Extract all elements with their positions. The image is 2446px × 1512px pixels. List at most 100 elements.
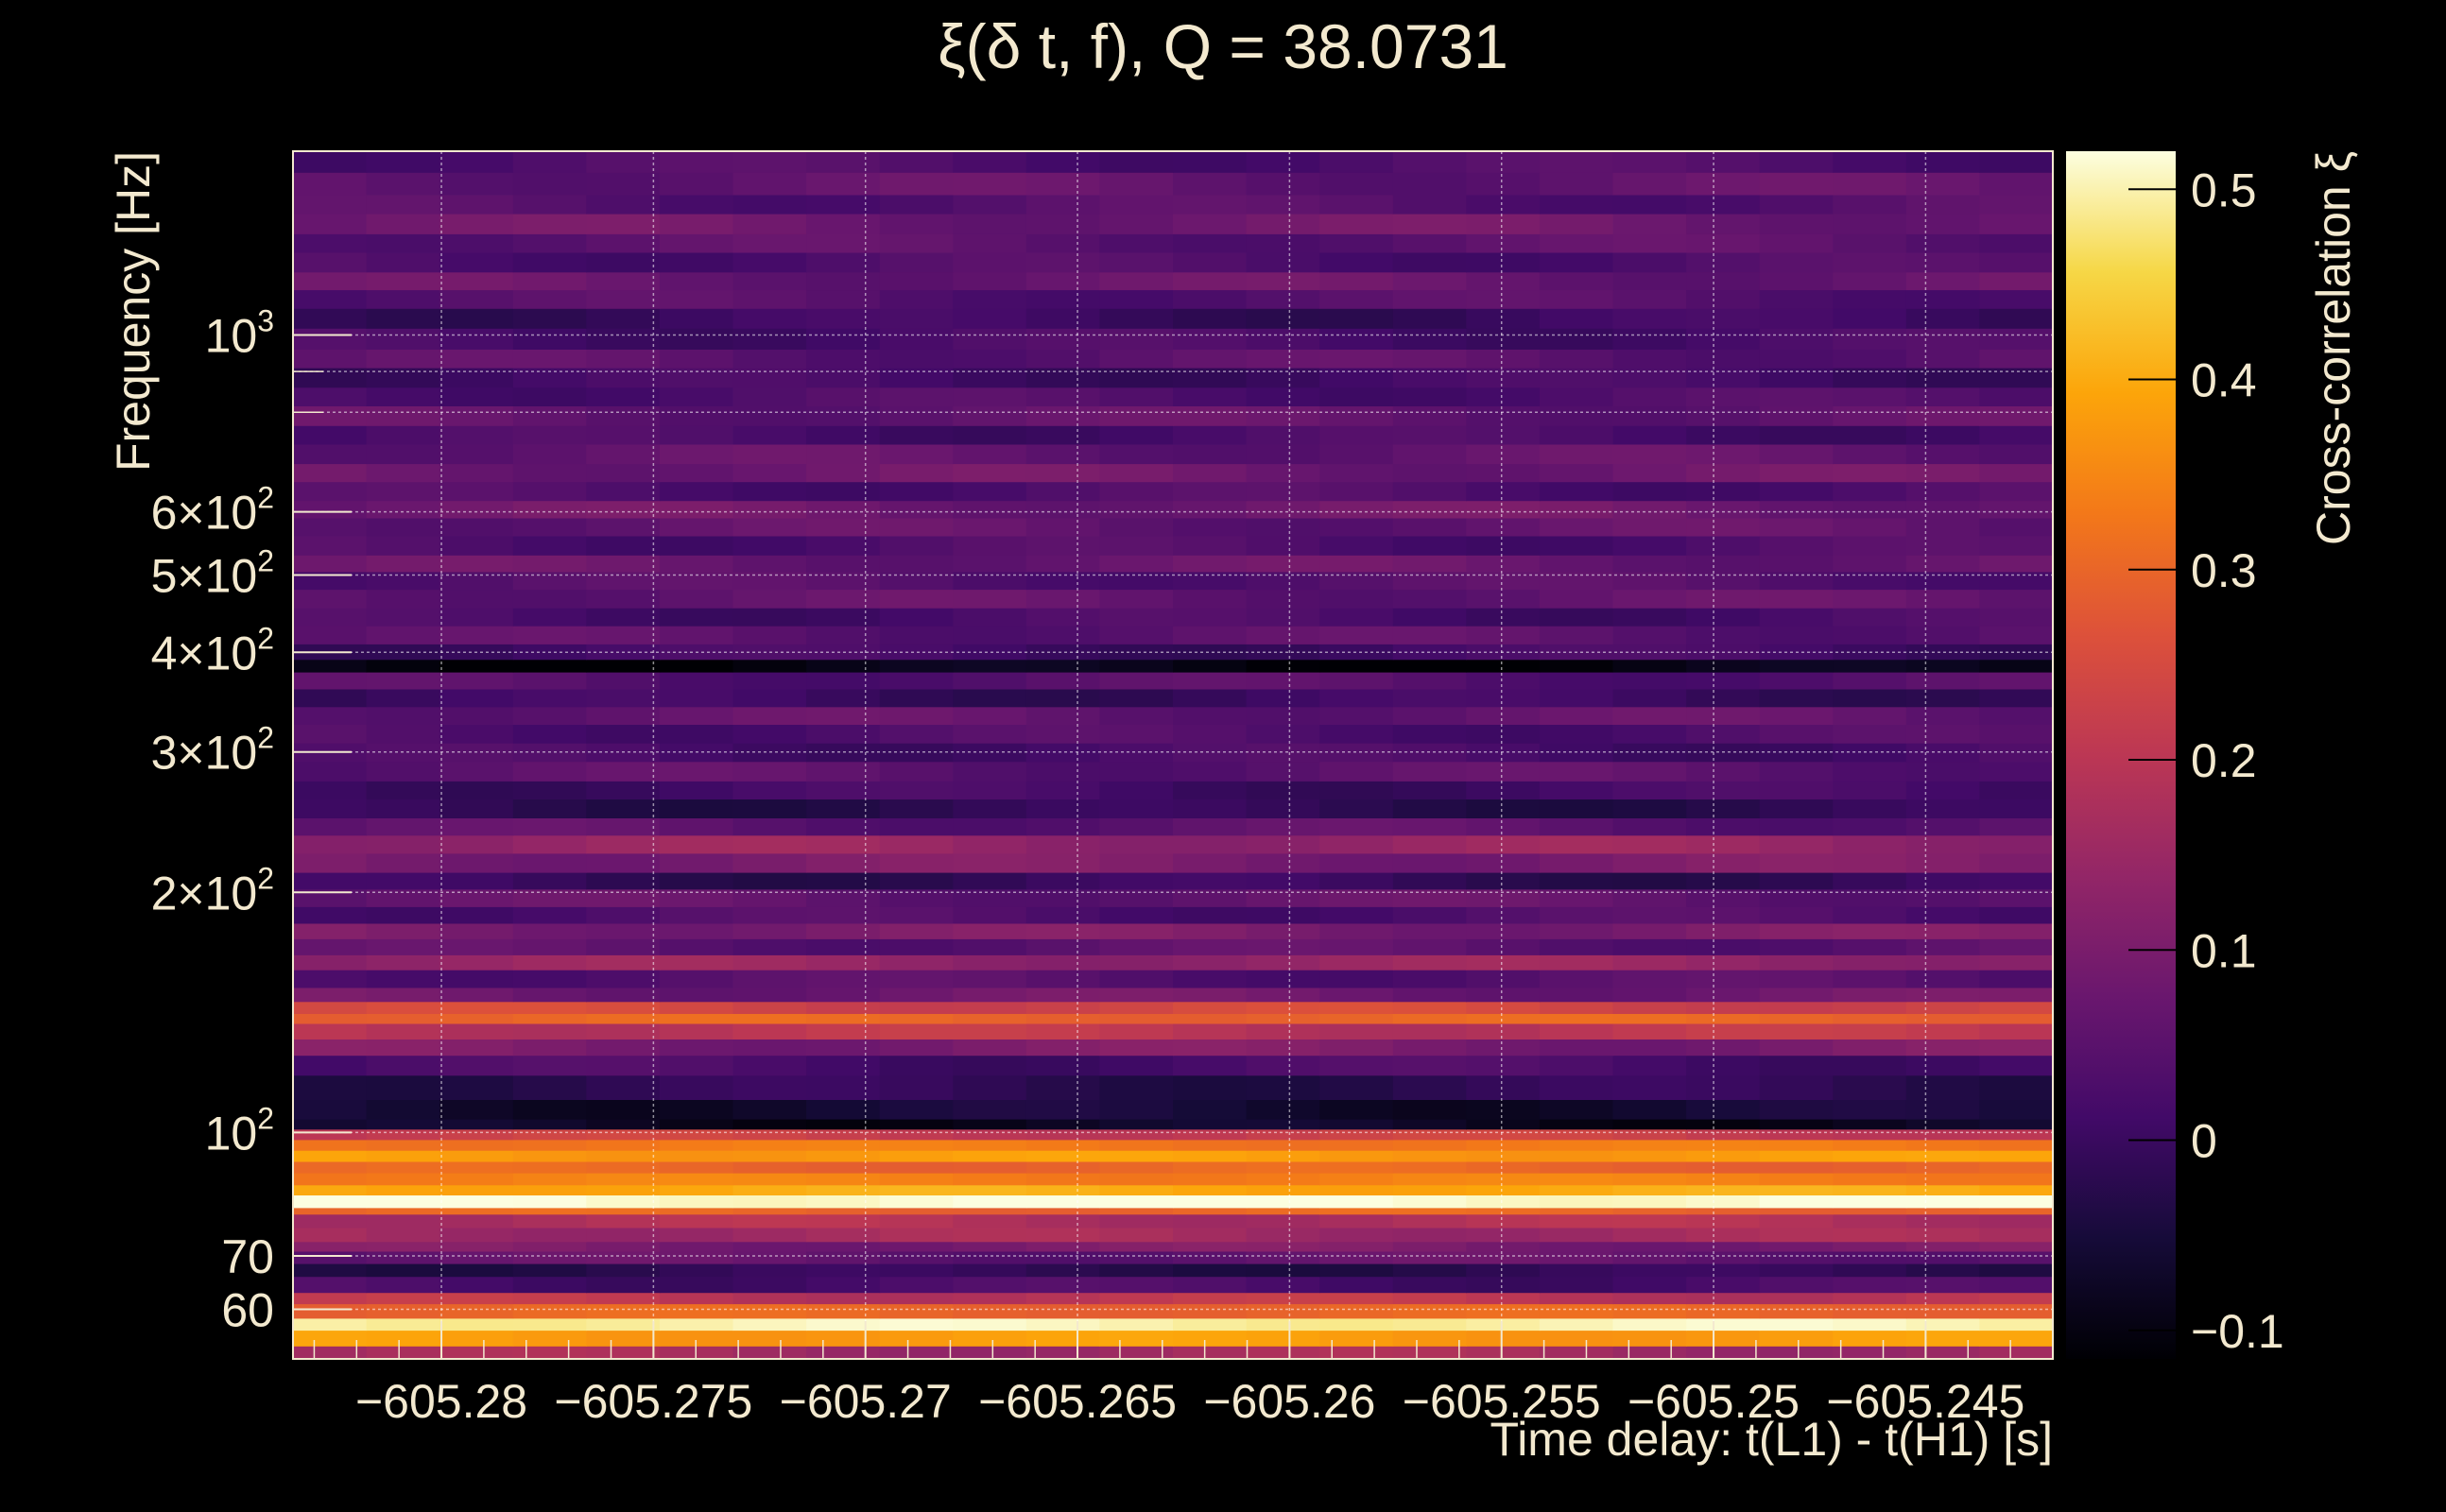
heatmap-cell <box>1759 724 1834 744</box>
heatmap-cell <box>1099 1119 1174 1130</box>
heatmap-cell <box>1833 954 1907 971</box>
heatmap-cell <box>1612 1207 1687 1215</box>
heatmap-cell <box>659 852 734 873</box>
heatmap-cell <box>1759 214 1834 234</box>
heatmap-cell <box>1173 1213 1248 1228</box>
heatmap-cell <box>1466 1139 1541 1151</box>
heatmap-cell <box>1539 151 1614 173</box>
heatmap-cell <box>1025 724 1100 744</box>
heatmap-cell <box>1833 1263 1907 1278</box>
heatmap-cell <box>1686 1303 1761 1319</box>
heatmap-cell <box>953 1013 1027 1024</box>
heatmap-cell <box>1905 888 1980 907</box>
y-tick-label: 103 <box>205 303 274 362</box>
heatmap-cell <box>1979 799 2054 818</box>
heatmap-cell <box>1686 659 1761 673</box>
heatmap-cell <box>512 1150 587 1162</box>
heatmap-cell <box>659 349 734 369</box>
heatmap-cell <box>1099 1001 1174 1014</box>
heatmap-cell <box>659 308 734 329</box>
heatmap-cell <box>1466 214 1541 234</box>
x-tick-label: −605.27 <box>780 1375 952 1428</box>
heatmap-cell <box>1466 834 1541 854</box>
heatmap-cell <box>1759 151 1834 173</box>
heatmap-cell <box>1246 271 1320 291</box>
heatmap-cell <box>1833 761 1907 782</box>
heatmap-cell <box>953 481 1027 502</box>
heatmap-cell <box>1173 970 1248 988</box>
heatmap-cell <box>1025 644 1100 661</box>
heatmap-cell <box>1759 555 1834 573</box>
heatmap-cell <box>1905 555 1980 573</box>
heatmap-cell <box>1612 1276 1687 1294</box>
heatmap-cell <box>1539 405 1614 426</box>
heatmap-cell <box>1246 1194 1320 1209</box>
heatmap-cell <box>1246 1263 1320 1278</box>
heatmap-cell <box>1833 1207 1907 1215</box>
heatmap-cell <box>1539 761 1614 782</box>
heatmap-cell <box>1539 1184 1614 1195</box>
heatmap-cell <box>512 672 587 690</box>
heatmap-cell <box>1759 271 1834 291</box>
y-tick-label: 6×102 <box>151 481 274 540</box>
y-tick-label: 3×102 <box>151 721 274 780</box>
heatmap-cell <box>732 1303 807 1319</box>
heatmap-cell <box>439 1039 514 1057</box>
heatmap-cell <box>1686 536 1761 556</box>
heatmap-cell <box>1319 328 1394 350</box>
heatmap-cell <box>512 425 587 445</box>
heatmap-cell <box>1539 172 1614 196</box>
heatmap-cell <box>659 1250 734 1264</box>
heatmap-cell <box>512 608 587 627</box>
heatmap-cell <box>586 659 661 673</box>
heatmap-cell <box>1539 271 1614 291</box>
heatmap-cell <box>1759 251 1834 273</box>
heatmap-cell <box>659 405 734 426</box>
heatmap-cell <box>1246 443 1320 465</box>
heatmap-cell <box>1759 481 1834 502</box>
heatmap-cell <box>439 349 514 369</box>
heatmap-cell <box>1246 1292 1320 1305</box>
heatmap-cell <box>1979 1119 2054 1130</box>
heatmap-cell <box>1979 271 2054 291</box>
heatmap-cell <box>1979 781 2054 799</box>
heatmap-cell <box>1099 405 1174 426</box>
heatmap-cell <box>732 1055 807 1076</box>
heatmap-cell <box>1686 500 1761 519</box>
heatmap-cell <box>293 1099 368 1120</box>
heatmap-cell <box>366 781 440 799</box>
heatmap-cell <box>1612 233 1687 253</box>
heatmap-cell <box>1392 1292 1467 1305</box>
heatmap-cell <box>806 463 881 483</box>
heatmap-cell <box>1612 387 1687 406</box>
heatmap-cell <box>366 349 440 369</box>
heatmap-cell <box>1246 724 1320 744</box>
heatmap-cell <box>1759 571 1834 591</box>
heatmap-cell <box>1979 688 2054 708</box>
heatmap-cell <box>659 251 734 273</box>
heatmap-cell <box>953 405 1027 426</box>
heatmap-cell <box>659 1194 734 1209</box>
heatmap-cell <box>1979 1013 2054 1024</box>
heatmap-cell <box>1025 1160 1100 1174</box>
heatmap-cell <box>953 1150 1027 1162</box>
heatmap-cell <box>1979 1263 2054 1278</box>
heatmap-cell <box>659 888 734 907</box>
heatmap-cell <box>293 555 368 573</box>
heatmap-cell <box>586 405 661 426</box>
heatmap-cell <box>1539 1055 1614 1076</box>
heatmap-cell <box>512 1330 587 1347</box>
heatmap-cell <box>1025 172 1100 196</box>
heatmap-cell <box>1025 517 1100 537</box>
heatmap-cell <box>1686 1055 1761 1076</box>
heatmap-cell <box>1466 626 1541 644</box>
heatmap-cell <box>1833 308 1907 329</box>
heatmap-cell <box>1392 888 1467 907</box>
heatmap-cell <box>1612 251 1687 273</box>
heatmap-cell <box>1612 271 1687 291</box>
heatmap-cell <box>953 852 1027 873</box>
heatmap-cell <box>586 1128 661 1141</box>
heatmap-cell <box>439 571 514 591</box>
heatmap-cell <box>366 308 440 329</box>
heatmap-cell <box>1392 1263 1467 1278</box>
